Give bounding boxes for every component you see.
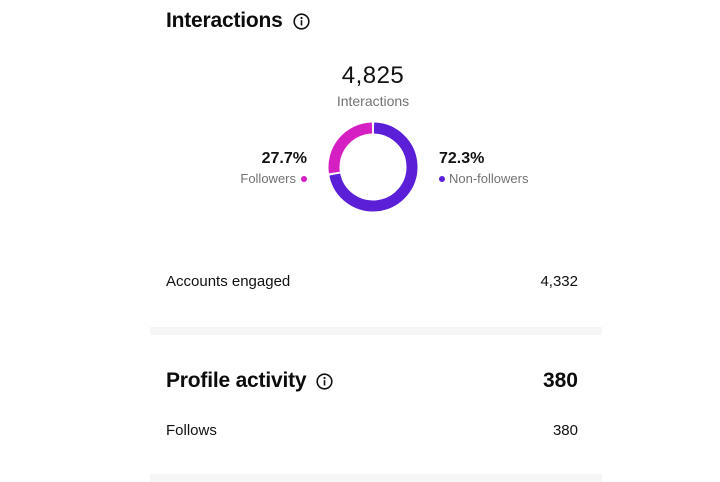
follows-value: 380 — [552, 422, 578, 439]
non-followers-legend: Non-followers — [439, 171, 528, 186]
info-icon[interactable] — [316, 372, 333, 390]
section-divider — [150, 327, 602, 335]
followers-segment — [328, 122, 373, 174]
interactions-title: Interactions — [166, 9, 283, 32]
followers-legend: Followers — [205, 171, 307, 186]
profile-activity-header: Profile activity — [166, 369, 333, 393]
follows-label: Follows — [166, 422, 217, 439]
non-followers-label: Non-followers — [449, 171, 529, 186]
followers-percent: 27.7% — [261, 150, 307, 167]
followers-dot — [301, 175, 307, 182]
followers-label: Followers — [240, 171, 296, 186]
info-icon[interactable] — [293, 12, 310, 30]
non-followers-percent: 72.3% — [439, 150, 485, 167]
interactions-total-label: Interactions — [336, 93, 410, 109]
interactions-total: 4,825 — [341, 62, 405, 89]
accounts-engaged-value: 4,332 — [540, 273, 578, 290]
profile-activity-title: Profile activity — [166, 369, 307, 392]
non-followers-segment — [329, 122, 418, 212]
non-followers-dot — [439, 175, 445, 182]
interactions-header: Interactions — [166, 9, 310, 33]
profile-activity-total: 380 — [542, 369, 578, 392]
bottom-divider — [150, 474, 602, 482]
accounts-engaged-label: Accounts engaged — [166, 273, 291, 290]
followers-donut-chart — [328, 122, 418, 212]
